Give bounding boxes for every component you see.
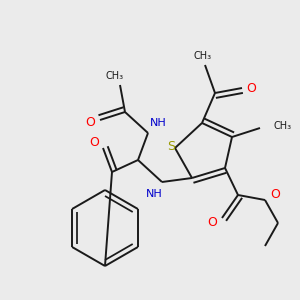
Text: S: S <box>167 140 175 152</box>
Text: CH₃: CH₃ <box>106 71 124 81</box>
Text: O: O <box>89 136 99 149</box>
Text: O: O <box>85 116 95 130</box>
Text: O: O <box>270 188 280 202</box>
Text: NH: NH <box>150 118 166 128</box>
Text: CH₃: CH₃ <box>273 121 291 131</box>
Text: O: O <box>246 82 256 94</box>
Text: O: O <box>207 217 217 230</box>
Text: CH₃: CH₃ <box>194 51 212 61</box>
Text: NH: NH <box>146 189 162 199</box>
